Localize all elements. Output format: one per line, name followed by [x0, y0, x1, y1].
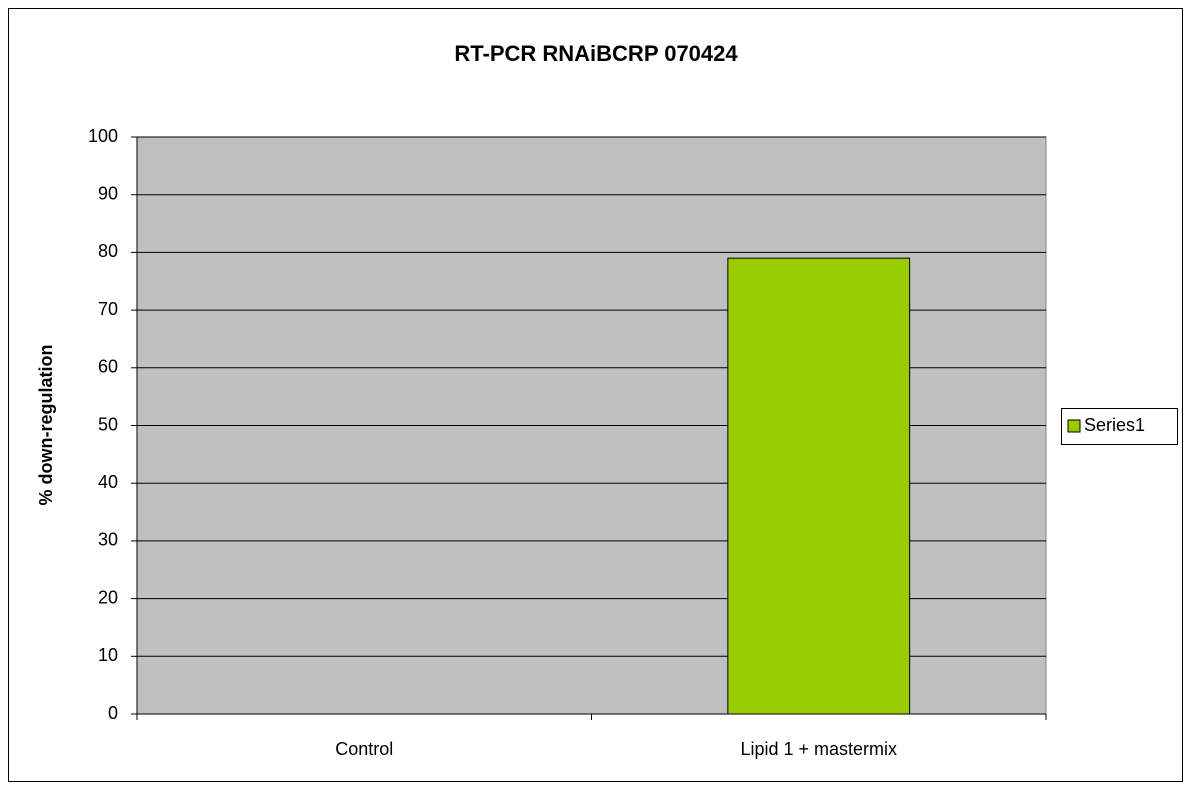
legend [1061, 408, 1178, 445]
legend-swatch [1067, 419, 1081, 433]
legend-label: Series1 [1084, 415, 1145, 435]
y-tick-label: 90 [98, 183, 118, 203]
x-tick-label: Lipid 1 + mastermix [740, 739, 897, 759]
y-tick-label: 70 [98, 299, 118, 319]
y-tick-label: 100 [88, 126, 118, 146]
y-tick-label: 40 [98, 472, 118, 492]
y-tick-label: 60 [98, 357, 118, 377]
y-tick-label: 20 [98, 587, 118, 607]
y-axis-label: % down-regulation [36, 345, 56, 506]
x-tick-label: Control [335, 739, 393, 759]
y-tick-label: 30 [98, 530, 118, 550]
y-tick-label: 10 [98, 645, 118, 665]
y-tick-label: 50 [98, 414, 118, 434]
chart-title: RT-PCR RNAiBCRP 070424 [454, 41, 738, 66]
bar [727, 257, 911, 715]
y-tick-label: 80 [98, 241, 118, 261]
y-tick-label: 0 [108, 703, 118, 723]
